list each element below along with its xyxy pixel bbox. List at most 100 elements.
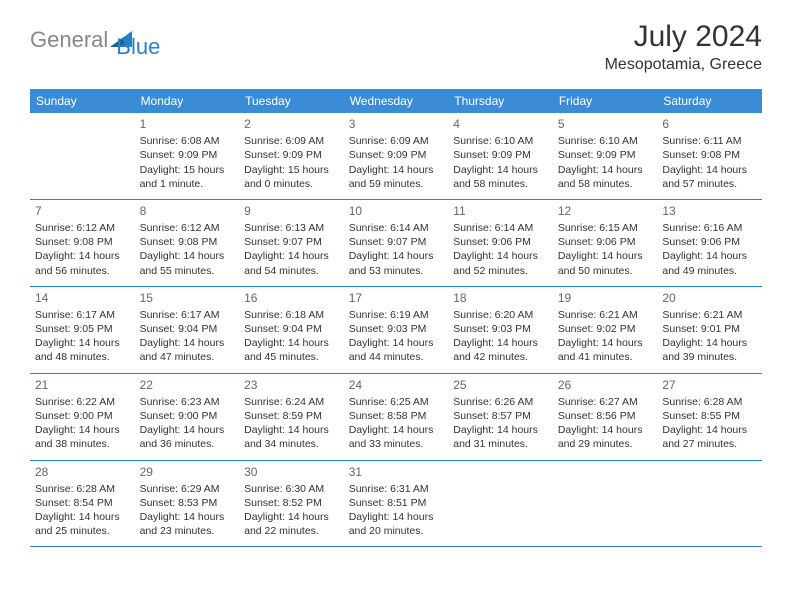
- daylight-text: Daylight: 14 hours and 50 minutes.: [558, 249, 653, 277]
- day-number: 8: [140, 203, 235, 219]
- day-cell: 2Sunrise: 6:09 AMSunset: 9:09 PMDaylight…: [239, 113, 344, 199]
- week-row: 28Sunrise: 6:28 AMSunset: 8:54 PMDayligh…: [30, 460, 762, 547]
- sunrise-text: Sunrise: 6:08 AM: [140, 134, 235, 148]
- sunset-text: Sunset: 8:53 PM: [140, 496, 235, 510]
- daylight-text: Daylight: 14 hours and 52 minutes.: [453, 249, 548, 277]
- day-number: 10: [349, 203, 444, 219]
- sunrise-text: Sunrise: 6:12 AM: [35, 221, 130, 235]
- day-cell: 12Sunrise: 6:15 AMSunset: 9:06 PMDayligh…: [553, 199, 658, 286]
- sunrise-text: Sunrise: 6:25 AM: [349, 395, 444, 409]
- day-cell: 4Sunrise: 6:10 AMSunset: 9:09 PMDaylight…: [448, 113, 553, 199]
- daylight-text: Daylight: 14 hours and 44 minutes.: [349, 336, 444, 364]
- sunrise-text: Sunrise: 6:14 AM: [349, 221, 444, 235]
- sunrise-text: Sunrise: 6:16 AM: [662, 221, 757, 235]
- daylight-text: Daylight: 15 hours and 0 minutes.: [244, 163, 339, 191]
- day-number: 31: [349, 464, 444, 480]
- calendar-body: 1 Sunrise: 6:08 AM Sunset: 9:09 PM Daylight…: [30, 113, 762, 547]
- daylight-text: Daylight: 14 hours and 58 minutes.: [453, 163, 548, 191]
- daylight-text: Daylight: 14 hours and 36 minutes.: [140, 423, 235, 451]
- sunset-text: Sunset: 9:04 PM: [244, 322, 339, 336]
- day-header-thursday: Thursday: [448, 89, 553, 113]
- day-number: 11: [453, 203, 548, 219]
- day-cell: 28Sunrise: 6:28 AMSunset: 8:54 PMDayligh…: [30, 460, 135, 547]
- day-number: 29: [140, 464, 235, 480]
- day-header-saturday: Saturday: [657, 89, 762, 113]
- day-cell: 17Sunrise: 6:19 AMSunset: 9:03 PMDayligh…: [344, 286, 449, 373]
- sunrise-text: Sunrise: 6:23 AM: [140, 395, 235, 409]
- day-cell: 14Sunrise: 6:17 AMSunset: 9:05 PMDayligh…: [30, 286, 135, 373]
- day-cell: 30Sunrise: 6:30 AMSunset: 8:52 PMDayligh…: [239, 460, 344, 547]
- week-row: 1 Sunrise: 6:08 AM Sunset: 9:09 PM Daylight…: [30, 113, 762, 199]
- day-cell: 26Sunrise: 6:27 AMSunset: 8:56 PMDayligh…: [553, 373, 658, 460]
- title-area: July 2024 Mesopotamia, Greece: [605, 20, 762, 74]
- day-cell: 15Sunrise: 6:17 AMSunset: 9:04 PMDayligh…: [135, 286, 240, 373]
- sunset-text: Sunset: 9:08 PM: [662, 148, 757, 162]
- day-header-row: Sunday Monday Tuesday Wednesday Thursday…: [30, 89, 762, 113]
- day-cell: 19Sunrise: 6:21 AMSunset: 9:02 PMDayligh…: [553, 286, 658, 373]
- day-number: 26: [558, 377, 653, 393]
- sunrise-text: Sunrise: 6:10 AM: [453, 134, 548, 148]
- sunrise-text: Sunrise: 6:17 AM: [35, 308, 130, 322]
- sunset-text: Sunset: 9:06 PM: [662, 235, 757, 249]
- sunrise-text: Sunrise: 6:29 AM: [140, 482, 235, 496]
- calendar-table: Sunday Monday Tuesday Wednesday Thursday…: [30, 89, 762, 547]
- day-number: 20: [662, 290, 757, 306]
- day-cell: 31Sunrise: 6:31 AMSunset: 8:51 PMDayligh…: [344, 460, 449, 547]
- day-cell: 1Sunrise: 6:08 AMSunset: 9:09 PMDaylight…: [135, 113, 240, 199]
- day-header-tuesday: Tuesday: [239, 89, 344, 113]
- daylight-text: Daylight: 14 hours and 34 minutes.: [244, 423, 339, 451]
- day-cell: 27Sunrise: 6:28 AMSunset: 8:55 PMDayligh…: [657, 373, 762, 460]
- sunset-text: Sunset: 8:57 PM: [453, 409, 548, 423]
- sunrise-text: Sunrise: 6:31 AM: [349, 482, 444, 496]
- empty-cell: [30, 113, 135, 199]
- sunrise-text: Sunrise: 6:22 AM: [35, 395, 130, 409]
- day-header-sunday: Sunday: [30, 89, 135, 113]
- sunset-text: Sunset: 9:09 PM: [558, 148, 653, 162]
- day-header-wednesday: Wednesday: [344, 89, 449, 113]
- empty-cell: [553, 460, 658, 547]
- day-cell: 10Sunrise: 6:14 AMSunset: 9:07 PMDayligh…: [344, 199, 449, 286]
- day-number: 22: [140, 377, 235, 393]
- day-number: 2: [244, 116, 339, 132]
- day-cell: 6Sunrise: 6:11 AMSunset: 9:08 PMDaylight…: [657, 113, 762, 199]
- daylight-text: Daylight: 14 hours and 33 minutes.: [349, 423, 444, 451]
- location-text: Mesopotamia, Greece: [605, 56, 762, 74]
- day-cell: 18Sunrise: 6:20 AMSunset: 9:03 PMDayligh…: [448, 286, 553, 373]
- header: General Blue July 2024 Mesopotamia, Gree…: [30, 20, 762, 74]
- daylight-text: Daylight: 14 hours and 20 minutes.: [349, 510, 444, 538]
- day-cell: 7Sunrise: 6:12 AMSunset: 9:08 PMDaylight…: [30, 199, 135, 286]
- sunset-text: Sunset: 8:55 PM: [662, 409, 757, 423]
- daylight-text: Daylight: 14 hours and 45 minutes.: [244, 336, 339, 364]
- daylight-text: Daylight: 14 hours and 41 minutes.: [558, 336, 653, 364]
- day-number: 3: [349, 116, 444, 132]
- month-title: July 2024: [605, 20, 762, 54]
- week-row: 21Sunrise: 6:22 AMSunset: 9:00 PMDayligh…: [30, 373, 762, 460]
- daylight-text: Daylight: 14 hours and 22 minutes.: [244, 510, 339, 538]
- sunset-text: Sunset: 9:08 PM: [35, 235, 130, 249]
- daylight-text: Daylight: 14 hours and 42 minutes.: [453, 336, 548, 364]
- sunset-text: Sunset: 9:07 PM: [244, 235, 339, 249]
- day-number: 7: [35, 203, 130, 219]
- sunrise-text: Sunrise: 6:28 AM: [35, 482, 130, 496]
- sunrise-text: Sunrise: 6:13 AM: [244, 221, 339, 235]
- logo: General Blue: [30, 20, 160, 60]
- daylight-text: Daylight: 14 hours and 27 minutes.: [662, 423, 757, 451]
- day-number: 12: [558, 203, 653, 219]
- sunset-text: Sunset: 8:54 PM: [35, 496, 130, 510]
- sunrise-text: Sunrise: 6:10 AM: [558, 134, 653, 148]
- sunrise-text: Sunrise: 6:09 AM: [349, 134, 444, 148]
- daylight-text: Daylight: 14 hours and 53 minutes.: [349, 249, 444, 277]
- day-cell: 24Sunrise: 6:25 AMSunset: 8:58 PMDayligh…: [344, 373, 449, 460]
- day-number: 19: [558, 290, 653, 306]
- sunset-text: Sunset: 8:52 PM: [244, 496, 339, 510]
- sunset-text: Sunset: 8:58 PM: [349, 409, 444, 423]
- day-cell: 20Sunrise: 6:21 AMSunset: 9:01 PMDayligh…: [657, 286, 762, 373]
- sunset-text: Sunset: 9:01 PM: [662, 322, 757, 336]
- sunset-text: Sunset: 9:03 PM: [453, 322, 548, 336]
- daylight-text: Daylight: 14 hours and 57 minutes.: [662, 163, 757, 191]
- sunset-text: Sunset: 9:05 PM: [35, 322, 130, 336]
- empty-cell: [448, 460, 553, 547]
- day-number: 15: [140, 290, 235, 306]
- day-cell: 3Sunrise: 6:09 AMSunset: 9:09 PMDaylight…: [344, 113, 449, 199]
- day-number: 1: [140, 116, 235, 132]
